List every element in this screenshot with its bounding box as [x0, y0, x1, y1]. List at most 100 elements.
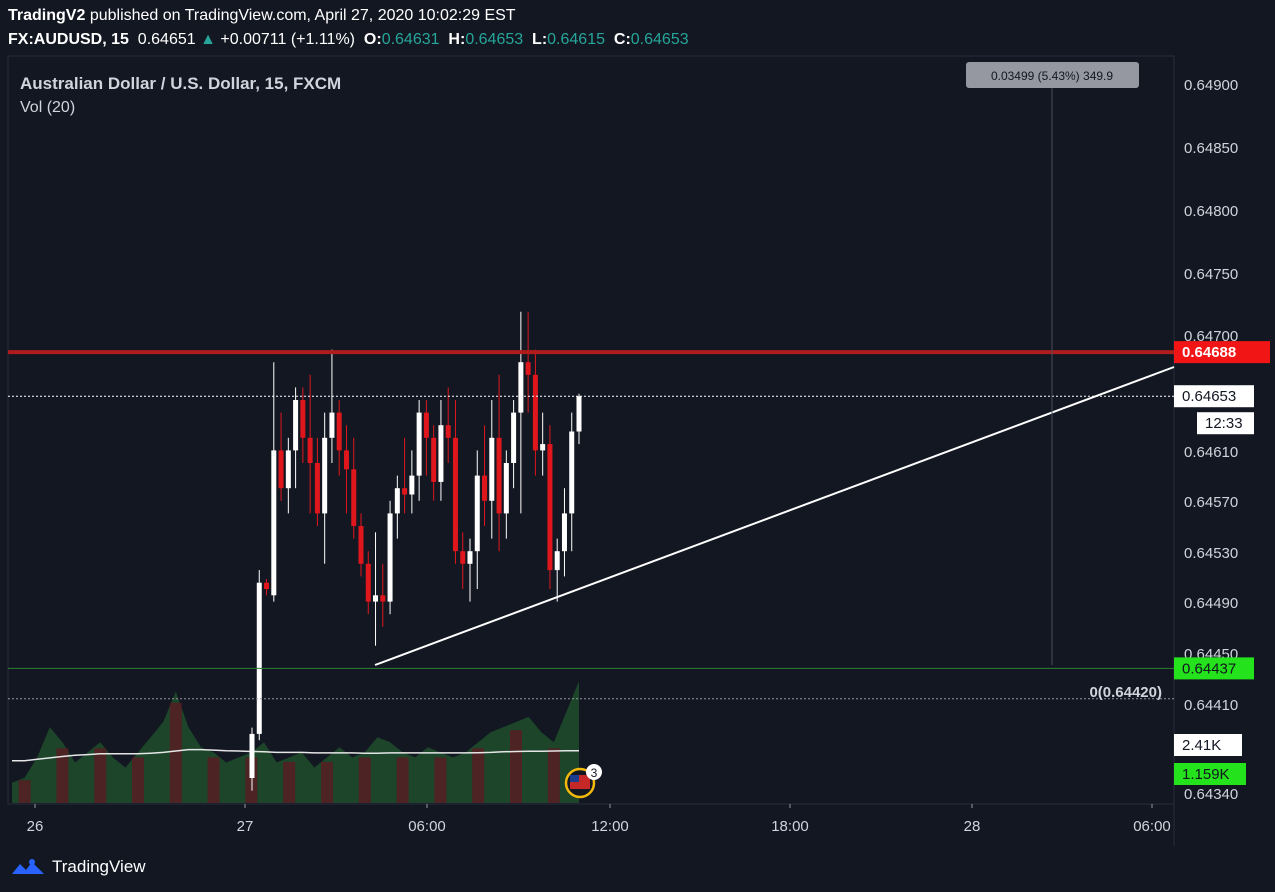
candle-body: [322, 437, 328, 514]
volume-bar: [358, 757, 371, 803]
header: TradingV2 published on TradingView.com, …: [0, 0, 1275, 56]
candle-body: [271, 450, 277, 596]
candle-body: [409, 475, 415, 495]
candle-body: [540, 444, 546, 451]
candle-body: [343, 450, 349, 470]
candle-body: [314, 463, 320, 514]
candle-body: [402, 488, 408, 495]
price-badges: 0.64688 0.64653 12:33 0.64437 2.41K 1.159K: [1174, 341, 1270, 785]
resistance-badge-label: 0.64688: [1182, 344, 1236, 361]
price-tick-label: 0.64610: [1184, 444, 1238, 461]
measure-label: 0.03499 (5.43%) 349.9: [991, 69, 1113, 83]
price-tick-label: 0.64570: [1184, 494, 1238, 511]
price-tick-label: 0.64750: [1184, 266, 1238, 283]
volume-bar: [94, 748, 107, 803]
time-tick-label: 18:00: [771, 818, 809, 835]
candle-body: [431, 437, 437, 482]
time-axis[interactable]: 26 27 06:00 12:00 18:00 28 06:00: [27, 804, 1171, 835]
candle-body: [264, 582, 270, 589]
countdown-badge-label: 12:33: [1205, 415, 1243, 432]
low-label: L:: [532, 31, 548, 48]
candle-body: [416, 412, 422, 476]
candle-body: [336, 412, 342, 451]
candle-body: [561, 513, 567, 552]
event-count: 3: [591, 766, 598, 780]
candle-body: [503, 463, 509, 514]
candle-body: [511, 412, 517, 463]
price-tick-label: 0.64800: [1184, 203, 1238, 220]
open-label: O:: [363, 31, 382, 48]
time-tick-label: 06:00: [408, 818, 446, 835]
price-chart[interactable]: 0.03499 (5.43%) 349.9 Australian Dollar …: [0, 0, 1275, 846]
candle-body: [554, 551, 560, 571]
candle-body: [438, 425, 444, 482]
candle-body: [518, 362, 524, 413]
candle-body: [300, 400, 306, 438]
time-tick-label: 06:00: [1133, 818, 1171, 835]
volume-badge: [1174, 734, 1242, 756]
volume-bar: [472, 748, 485, 803]
candle-body: [293, 400, 299, 451]
volume-ma-badge: [1174, 763, 1246, 785]
volume-bar: [283, 761, 296, 803]
volume-bar: [547, 748, 560, 803]
price-tick-label: 0.64530: [1184, 545, 1238, 562]
volume-histogram: [12, 681, 579, 803]
time-tick-label: 26: [27, 818, 44, 835]
price-tick-label: 0.64410: [1184, 697, 1238, 714]
candle-body: [452, 437, 458, 552]
candle-body: [373, 595, 379, 602]
candle-body: [547, 444, 553, 571]
last-badge: [1174, 385, 1254, 408]
low-value: 0.64615: [547, 31, 605, 48]
candle-body: [423, 412, 429, 438]
ohlc-line: FX:AUDUSD, 15 0.64651 ▲ +0.00711 (+1.11%…: [8, 31, 689, 49]
tradingview-logo-icon: [12, 859, 44, 874]
volume-badge-label: 2.41K: [1182, 737, 1221, 754]
published-text: published on TradingView.com, April 27, …: [89, 7, 516, 24]
flag-canton-icon: [570, 775, 579, 782]
candle-body: [358, 526, 364, 564]
publisher-name[interactable]: TradingV2: [8, 7, 86, 24]
candle-body: [278, 450, 284, 489]
volume-bar: [56, 748, 69, 803]
publish-line: TradingV2 published on TradingView.com, …: [8, 7, 516, 25]
price-tick-label: 0.64900: [1184, 77, 1238, 94]
candle-body: [380, 595, 386, 602]
volume-bar: [396, 757, 409, 803]
candle-body: [474, 475, 480, 552]
volume-bar: [510, 730, 522, 803]
trend-line[interactable]: [374, 366, 1175, 666]
close-label: C:: [613, 31, 631, 48]
candle-body: [532, 374, 538, 451]
volume-legend[interactable]: Vol (20): [20, 99, 75, 116]
symbol-label[interactable]: FX:AUDUSD, 15: [8, 31, 129, 48]
volume-bar: [207, 757, 220, 803]
volume-bar: [18, 780, 31, 803]
footer: TradingView: [0, 846, 1275, 892]
price-tick-label: 0.64490: [1184, 595, 1238, 612]
price-tick-label: 0.64340: [1184, 786, 1238, 803]
volume-bar: [434, 757, 447, 803]
volume-bar: [132, 757, 144, 803]
support-badge: [1174, 657, 1254, 680]
candle-body: [496, 437, 502, 514]
time-tick-label: 28: [964, 818, 981, 835]
candle-body: [482, 475, 488, 501]
volume-ma-badge-label: 1.159K: [1182, 766, 1230, 783]
fib-label: 0(0.64420): [1089, 684, 1162, 701]
candle-body: [307, 437, 313, 463]
chart-pane[interactable]: [7, 55, 1175, 805]
measure-box[interactable]: [966, 62, 1139, 88]
tradingview-logo[interactable]: TradingView: [10, 856, 146, 878]
candle-body: [569, 431, 575, 514]
high-label: H:: [448, 31, 466, 48]
countdown-badge: [1197, 412, 1254, 435]
candle-body: [256, 582, 262, 734]
candle-body: [445, 425, 451, 438]
price-axis[interactable]: 0.649000.648500.648000.647500.647000.646…: [1184, 77, 1238, 803]
chart-title[interactable]: Australian Dollar / U.S. Dollar, 15, FXC…: [20, 74, 341, 93]
events-marker[interactable]: 3: [564, 764, 602, 799]
volume-bar: [321, 761, 333, 803]
candlesticks: [249, 311, 582, 791]
